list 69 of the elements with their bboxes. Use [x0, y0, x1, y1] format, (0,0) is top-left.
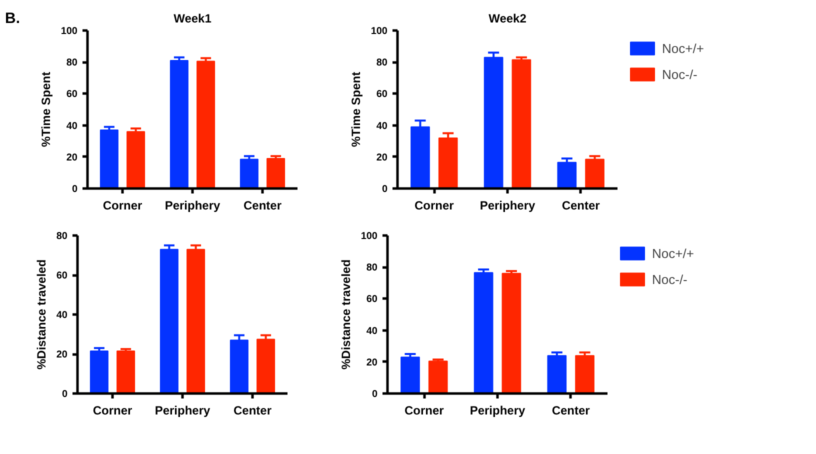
y-tick-label: 100	[370, 26, 388, 37]
bar	[240, 158, 258, 188]
y-tick-label: 60	[66, 89, 78, 100]
x-tick-label: Periphery	[154, 404, 211, 418]
y-axis-title: %Time Spent	[38, 72, 53, 148]
y-tick-label: 0	[382, 184, 388, 195]
y-tick-label: 20	[366, 357, 378, 368]
x-tick-label: Corner	[404, 404, 444, 418]
bar	[502, 272, 522, 394]
bar	[160, 248, 178, 394]
y-tick-label: 60	[376, 89, 388, 100]
y-tick-label: 20	[66, 152, 78, 164]
x-tick-label: Periphery	[164, 198, 221, 212]
legend-label: Noc+/+	[662, 40, 704, 56]
bar	[585, 158, 604, 188]
y-tick-label: 20	[376, 152, 388, 164]
bar	[230, 340, 248, 394]
x-tick-label: Corner	[92, 404, 132, 418]
bar	[512, 59, 532, 188]
y-tick-label: 40	[56, 310, 68, 321]
y-tick-label: 20	[56, 350, 68, 360]
y-tick-label: 100	[60, 26, 78, 37]
y-axis-title: %Distance traveled	[338, 259, 353, 370]
x-tick-label: Corner	[414, 198, 454, 212]
bar	[126, 131, 146, 188]
y-tick-label: 0	[62, 389, 68, 400]
bar	[100, 130, 118, 188]
y-tick-label: 0	[372, 389, 378, 400]
legend-label: Noc+/+	[652, 246, 694, 260]
bar	[256, 338, 276, 394]
y-tick-label: 60	[366, 294, 378, 306]
x-tick-label: Center	[243, 198, 282, 212]
bar	[557, 162, 577, 188]
x-tick-label: Center	[552, 404, 590, 418]
y-axis-title: %Distance traveled	[34, 259, 48, 370]
y-tick-label: 40	[66, 120, 78, 132]
bar	[547, 355, 567, 394]
x-tick-label: Center	[233, 404, 272, 418]
y-tick-label: 40	[376, 120, 388, 132]
y-tick-label: 80	[376, 58, 388, 69]
x-tick-label: Periphery	[480, 198, 536, 212]
bar	[484, 56, 504, 188]
y-tick-label: 80	[66, 58, 78, 69]
text: B.	[5, 9, 20, 29]
bar	[90, 350, 108, 394]
y-tick-label: 60	[56, 270, 68, 282]
bar	[196, 60, 216, 188]
bar	[266, 158, 286, 188]
x-tick-label: Periphery	[470, 404, 526, 418]
bar	[186, 248, 206, 394]
legend-label: Noc-/-	[652, 272, 688, 286]
bar	[170, 60, 188, 188]
bar	[400, 356, 420, 394]
y-tick-label: 40	[366, 326, 378, 337]
bar	[575, 355, 594, 394]
bar	[116, 350, 136, 394]
legend-label: Noc-/-	[662, 66, 698, 82]
y-tick-label: 80	[56, 231, 68, 242]
bar	[428, 360, 448, 394]
x-tick-label: Corner	[102, 198, 142, 212]
x-tick-label: Center	[562, 198, 600, 212]
y-axis-title: %Time Spent	[348, 72, 363, 148]
bar	[438, 137, 458, 188]
y-tick-label: 80	[366, 262, 378, 274]
chart-title: Week1	[174, 12, 212, 26]
y-tick-label: 100	[360, 231, 378, 242]
y-tick-label: 0	[72, 184, 78, 195]
bar	[474, 272, 494, 394]
chart-title: Week2	[488, 12, 527, 26]
